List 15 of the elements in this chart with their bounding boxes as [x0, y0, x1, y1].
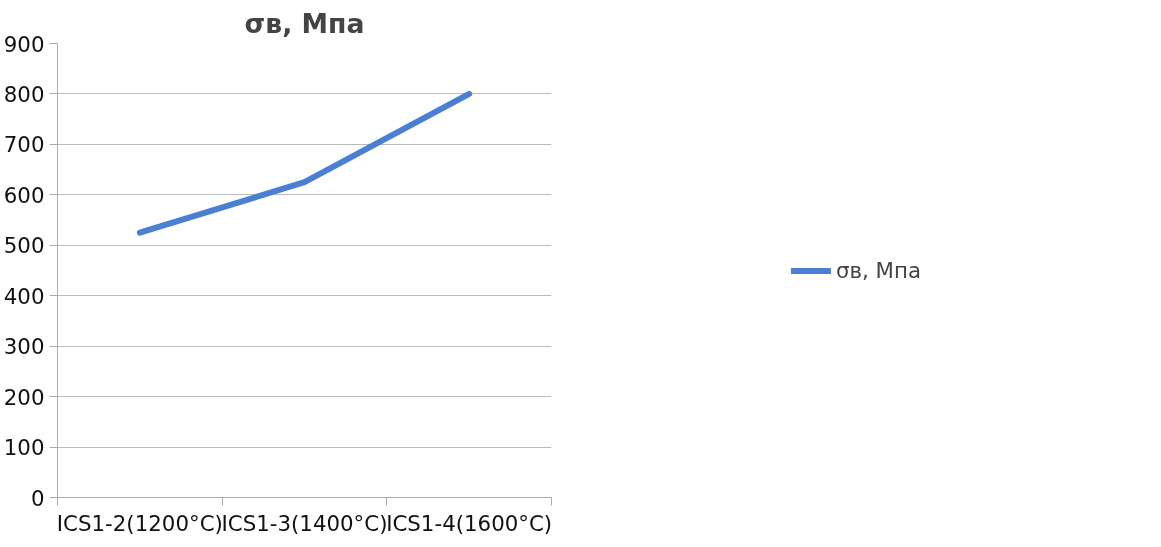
- y-tick-label: 800: [3, 81, 45, 107]
- x-tick-label: ICS1-3(1400°C): [221, 510, 388, 536]
- y-tick-label: 400: [3, 283, 45, 309]
- y-tick-label: 600: [3, 182, 45, 208]
- y-tick-label: 300: [3, 334, 45, 360]
- x-tick-label: ICS1-2(1200°C): [56, 510, 223, 536]
- y-tick-label: 200: [3, 384, 45, 410]
- y-tick-label: 500: [3, 233, 45, 259]
- chart-title: σв, Мпа: [244, 7, 365, 39]
- x-tick-label: ICS1-4(1600°C): [386, 510, 553, 536]
- y-tick-label: 100: [3, 435, 45, 461]
- y-tick-label: 900: [3, 31, 45, 57]
- legend-label: σв, Мпа: [835, 257, 922, 283]
- y-tick-label: 700: [3, 132, 45, 158]
- y-tick-label: 0: [30, 485, 45, 511]
